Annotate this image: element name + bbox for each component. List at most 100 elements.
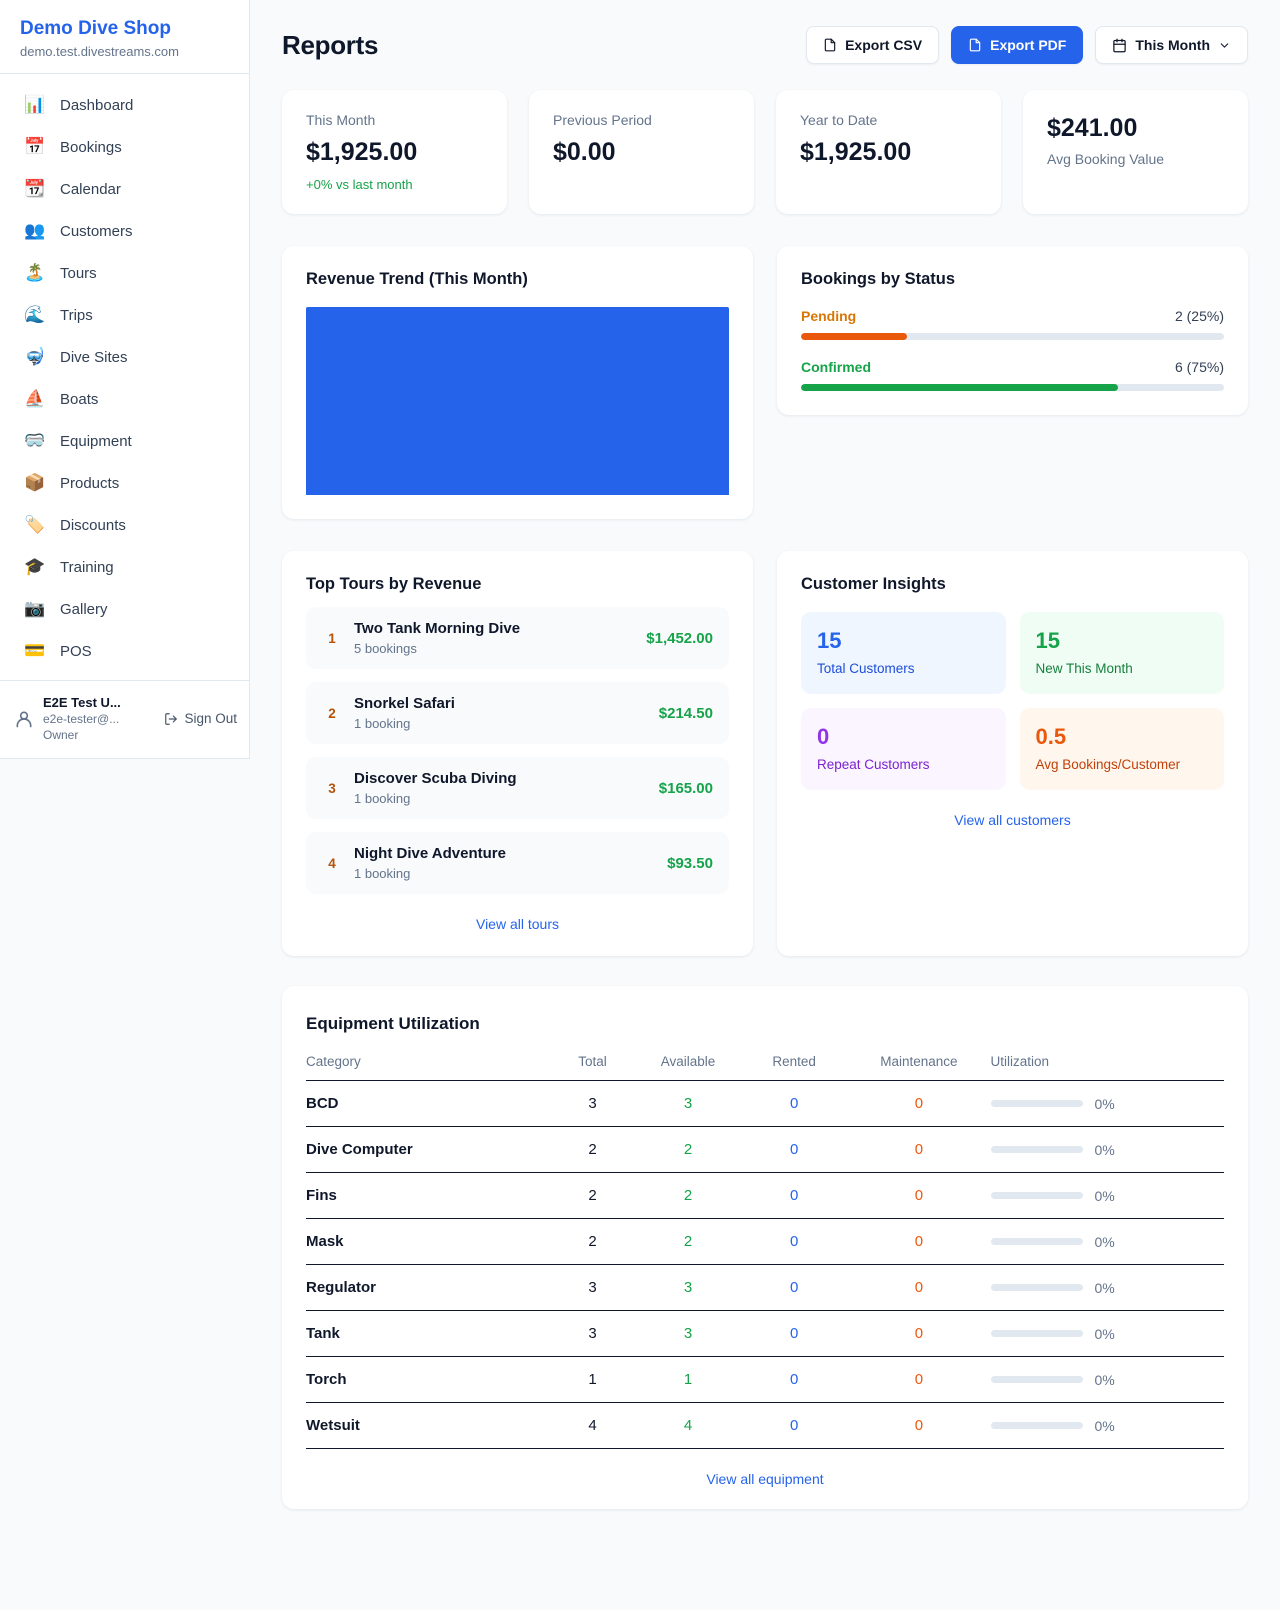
sidebar: Demo Dive Shop demo.test.divestreams.com…	[0, 0, 250, 759]
sidebar-item-gallery[interactable]: 📷 Gallery	[0, 588, 249, 630]
page-header: Reports Export CSV Export PDF	[282, 26, 1248, 64]
cell-available: 3	[683, 1095, 693, 1112]
tour-row[interactable]: 3 Discover Scuba Diving 1 booking $165.0…	[306, 757, 729, 819]
sidebar-item-label: Boats	[60, 390, 99, 408]
cell-available: 4	[683, 1417, 693, 1434]
stat-value: $1,925.00	[800, 138, 912, 166]
cell-maintenance: 0	[914, 1233, 924, 1250]
cell-maintenance: 0	[914, 1371, 924, 1388]
stat-value: $241.00	[1047, 114, 1138, 142]
utilization-percent: 0%	[1094, 1233, 1115, 1250]
cell-category: Wetsuit	[306, 1417, 360, 1434]
cell-rented: 0	[790, 1371, 799, 1388]
tour-name: Snorkel Safari	[354, 695, 455, 712]
tour-row[interactable]: 1 Two Tank Morning Dive 5 bookings $1,45…	[306, 607, 729, 669]
table-row: Fins 2 2 0 0 0%	[306, 1173, 1224, 1219]
period-label: This Month	[1135, 37, 1210, 53]
sidebar-item-customers[interactable]: 👥 Customers	[0, 210, 249, 252]
sidebar-nav: 📊 Dashboard 📅 Bookings 📆 Calendar 👥 Cust…	[0, 74, 249, 680]
main-content: Reports Export CSV Export PDF	[250, 0, 1280, 1581]
brand: Demo Dive Shop demo.test.divestreams.com	[0, 0, 249, 74]
sidebar-item-discounts[interactable]: 🏷️ Discounts	[0, 504, 249, 546]
period-dropdown[interactable]: This Month	[1095, 26, 1248, 64]
utilization-track	[990, 1330, 1083, 1337]
utilization-percent: 0%	[1094, 1279, 1115, 1296]
tour-name: Two Tank Morning Dive	[354, 620, 521, 637]
view-all-equipment-link[interactable]: View all equipment	[706, 1471, 824, 1487]
cell-maintenance: 0	[914, 1417, 924, 1434]
sidebar-item-products[interactable]: 📦 Products	[0, 462, 249, 504]
tour-row[interactable]: 4 Night Dive Adventure 1 booking $93.50	[306, 832, 729, 894]
cell-rented: 0	[790, 1325, 799, 1342]
tile-repeat-customers: 0 Repeat Customers	[801, 708, 1006, 790]
user-info: E2E Test U... e2e-tester@... Owner	[43, 695, 155, 742]
view-all-customers-link[interactable]: View all customers	[954, 812, 1071, 828]
export-pdf-label: Export PDF	[990, 37, 1067, 53]
sidebar-item-tours[interactable]: 🏝️ Tours	[0, 252, 249, 294]
export-csv-label: Export CSV	[845, 37, 923, 53]
revenue-trend-title: Revenue Trend (This Month)	[306, 270, 528, 288]
sidebar-item-label: Tours	[60, 264, 97, 282]
tour-name: Night Dive Adventure	[354, 845, 506, 862]
user-role: Owner	[43, 728, 79, 742]
customers-icon: 👥	[24, 221, 46, 240]
sidebar-item-boats[interactable]: ⛵ Boats	[0, 378, 249, 420]
stat-label: Avg Booking Value	[1047, 151, 1165, 167]
equipment-table: Category Total Available Rented Maintena…	[306, 1054, 1224, 1449]
stat-card-year-to-date: Year to Date $1,925.00	[776, 90, 1001, 214]
export-pdf-button[interactable]: Export PDF	[951, 26, 1084, 64]
sidebar-item-label: Training	[60, 558, 114, 576]
user-box: E2E Test U... e2e-tester@... Owner Sign …	[0, 680, 249, 758]
calendar-icon	[1112, 38, 1127, 53]
sign-out-button[interactable]: Sign Out	[164, 711, 237, 726]
sidebar-item-label: Gallery	[60, 600, 108, 618]
sidebar-item-equipment[interactable]: 🥽 Equipment	[0, 420, 249, 462]
export-csv-button[interactable]: Export CSV	[806, 26, 940, 64]
user-avatar-icon	[14, 709, 34, 729]
tour-rank: 1	[328, 630, 336, 646]
tour-revenue: $165.00	[658, 779, 713, 797]
sidebar-item-trips[interactable]: 🌊 Trips	[0, 294, 249, 336]
tour-revenue: $93.50	[667, 854, 713, 872]
sidebar-item-label: Customers	[60, 222, 133, 240]
tile-label: Total Customers	[817, 661, 915, 676]
cell-utilization: 0%	[990, 1279, 1224, 1296]
tour-row[interactable]: 2 Snorkel Safari 1 booking $214.50	[306, 682, 729, 744]
stat-card-this-month: This Month $1,925.00 +0% vs last month	[282, 90, 507, 214]
sidebar-item-dive-sites[interactable]: 🤿 Dive Sites	[0, 336, 249, 378]
sidebar-item-dashboard[interactable]: 📊 Dashboard	[0, 84, 249, 126]
calendar-icon: 📆	[24, 179, 46, 198]
top-tours-title: Top Tours by Revenue	[306, 575, 482, 593]
view-all-tours-link[interactable]: View all tours	[475, 916, 559, 932]
customer-insights-title: Customer Insights	[801, 575, 946, 593]
stat-value: $0.00	[553, 138, 616, 166]
cell-available: 2	[683, 1233, 693, 1250]
cell-total: 2	[588, 1141, 597, 1158]
cell-maintenance: 0	[914, 1141, 924, 1158]
utilization-percent: 0%	[1094, 1095, 1115, 1112]
tour-bookings: 1 booking	[354, 716, 411, 731]
tile-value: 0	[817, 724, 830, 749]
bookings-by-status-title: Bookings by Status	[801, 270, 956, 288]
table-row: Tank 3 3 0 0 0%	[306, 1311, 1224, 1357]
sidebar-item-bookings[interactable]: 📅 Bookings	[0, 126, 249, 168]
tile-label: Avg Bookings/Customer	[1035, 757, 1181, 772]
cell-utilization: 0%	[990, 1326, 1224, 1342]
cell-category: Mask	[306, 1233, 344, 1250]
shop-name[interactable]: Demo Dive Shop	[20, 18, 171, 39]
page-title: Reports	[282, 29, 379, 60]
file-icon	[968, 38, 982, 52]
stat-label: Previous Period	[553, 112, 652, 128]
sidebar-item-pos[interactable]: 💳 POS	[0, 630, 249, 672]
cell-utilization: 0%	[990, 1095, 1224, 1112]
status-progress-track	[801, 333, 1224, 340]
column-header-maintenance: Maintenance	[880, 1054, 958, 1069]
cell-rented: 0	[790, 1279, 799, 1296]
products-icon: 📦	[24, 473, 46, 492]
stat-delta: +0% vs last month	[306, 177, 413, 192]
status-progress-fill	[801, 384, 1119, 391]
cell-category: Torch	[306, 1371, 347, 1388]
sidebar-item-calendar[interactable]: 📆 Calendar	[0, 168, 249, 210]
column-header-available: Available	[660, 1054, 716, 1069]
sidebar-item-training[interactable]: 🎓 Training	[0, 546, 249, 588]
